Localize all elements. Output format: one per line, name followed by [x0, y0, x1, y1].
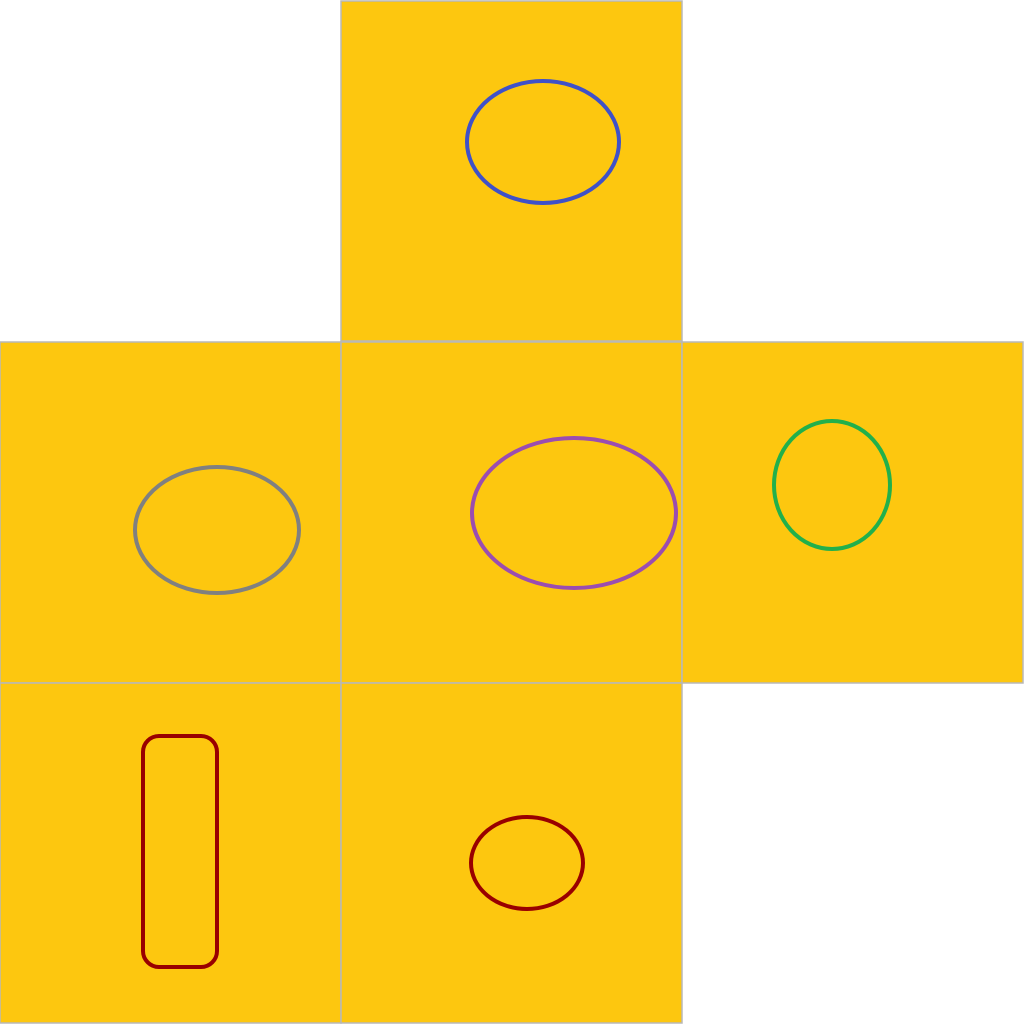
face-top	[340, 0, 683, 342]
face-bottom-center	[340, 682, 683, 1024]
face-right	[681, 341, 1024, 684]
face-center	[340, 341, 683, 684]
face-left	[0, 341, 342, 684]
purple-ellipse	[470, 436, 678, 590]
green-ellipse	[772, 419, 892, 551]
blue-ellipse	[465, 79, 621, 205]
dark-red-rounded-rectangle	[141, 734, 219, 969]
gray-ellipse	[133, 465, 301, 595]
dark-red-ellipse	[469, 815, 585, 911]
